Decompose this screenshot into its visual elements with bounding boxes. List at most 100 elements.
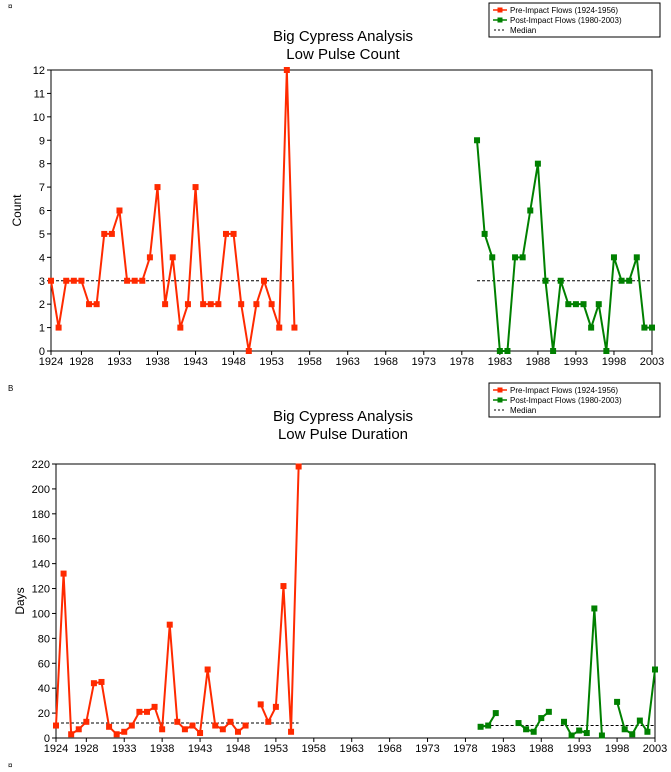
- x-tick-label: 1998: [605, 743, 629, 755]
- x-tick-label: 1933: [107, 356, 131, 368]
- data-point: [291, 324, 298, 331]
- x-tick-label: 2003: [643, 743, 667, 755]
- corner-mark: ¤: [8, 2, 13, 11]
- y-tick-label: 0: [39, 346, 45, 358]
- data-point: [261, 277, 268, 284]
- data-point: [610, 254, 617, 261]
- x-tick-label: 1978: [453, 743, 477, 755]
- data-point: [538, 715, 545, 722]
- y-tick-label: 5: [39, 229, 45, 241]
- x-tick-label: 1948: [221, 356, 245, 368]
- data-point: [542, 277, 549, 284]
- data-point: [280, 583, 287, 590]
- x-tick-label: 1953: [259, 356, 283, 368]
- data-point: [166, 621, 173, 628]
- data-point: [245, 348, 252, 354]
- data-point: [644, 728, 651, 735]
- data-point: [53, 722, 59, 729]
- data-point: [621, 726, 628, 733]
- data-point: [154, 184, 161, 191]
- data-point: [649, 324, 655, 331]
- data-point: [496, 348, 503, 354]
- x-tick-label: 2003: [640, 356, 664, 368]
- data-point: [146, 254, 153, 261]
- data-point: [78, 277, 85, 284]
- data-point: [636, 717, 643, 724]
- x-tick-label: 1928: [74, 743, 98, 755]
- data-point: [572, 301, 579, 308]
- data-point: [474, 137, 481, 144]
- plot-frame: [55, 463, 656, 739]
- y-tick-label: 9: [39, 135, 45, 147]
- series-line-post-impact: [563, 608, 603, 737]
- data-point: [234, 728, 241, 735]
- chart-title: Big Cypress Analysis: [273, 408, 413, 425]
- x-tick-label: 1924: [44, 743, 68, 755]
- data-point: [603, 348, 610, 354]
- x-tick-label: 1978: [450, 356, 474, 368]
- data-point: [128, 722, 135, 729]
- data-point: [131, 277, 138, 284]
- data-point: [652, 666, 658, 673]
- data-point: [238, 301, 245, 308]
- data-point: [253, 301, 260, 308]
- legend-label: Pre-Impact Flows (1924-1956): [510, 6, 618, 15]
- legend-label: Post-Impact Flows (1980-2003): [510, 16, 622, 25]
- data-point: [272, 703, 279, 710]
- y-tick-label: 6: [39, 206, 45, 218]
- data-point: [227, 718, 234, 725]
- data-point: [174, 718, 181, 725]
- data-point: [489, 254, 496, 261]
- chart-subtitle: Low Pulse Duration: [278, 426, 408, 443]
- data-point: [598, 732, 605, 739]
- data-point: [527, 207, 534, 214]
- series-line-pre-impact: [50, 69, 296, 352]
- y-tick-label: 1: [39, 323, 45, 335]
- x-tick-label: 1938: [145, 356, 169, 368]
- data-point: [534, 160, 541, 167]
- x-tick-label: 1973: [412, 356, 436, 368]
- chart-title: Big Cypress Analysis: [273, 28, 413, 45]
- data-point: [283, 67, 290, 73]
- data-point: [561, 718, 568, 725]
- data-point: [162, 301, 169, 308]
- data-point: [588, 324, 595, 331]
- data-point: [177, 324, 184, 331]
- data-point: [181, 726, 188, 733]
- x-tick-label: 1983: [491, 743, 515, 755]
- x-tick-label: 1988: [526, 356, 550, 368]
- y-tick-label: 40: [38, 683, 50, 695]
- data-point: [288, 728, 295, 735]
- data-point: [75, 726, 82, 733]
- data-point: [295, 463, 302, 470]
- y-tick-label: 10: [33, 112, 45, 124]
- data-point: [519, 254, 526, 261]
- data-point: [116, 207, 123, 214]
- chart-panel-low-pulse-count: ¤ Big Cypress Analysis Low Pulse Count Pre-…: [0, 0, 671, 380]
- x-tick-label: 1928: [69, 356, 93, 368]
- data-point: [580, 301, 587, 308]
- y-tick-label: 3: [39, 276, 45, 288]
- x-tick-label: 1958: [297, 356, 321, 368]
- data-point: [230, 230, 237, 237]
- data-point: [106, 723, 113, 730]
- data-point: [139, 277, 146, 284]
- legend-label: Median: [510, 406, 536, 415]
- data-point: [614, 698, 621, 705]
- legend-swatch-marker: [497, 387, 503, 393]
- series-line-post-impact: [476, 140, 652, 352]
- data-point: [550, 348, 557, 354]
- legend-label: Post-Impact Flows (1980-2003): [510, 396, 622, 405]
- legend-box: [488, 2, 661, 38]
- y-tick-label: 20: [38, 708, 50, 720]
- data-point: [276, 324, 283, 331]
- data-point: [86, 301, 93, 308]
- y-tick-label: 120: [32, 584, 50, 596]
- data-point: [60, 570, 67, 577]
- data-point: [268, 301, 275, 308]
- x-tick-label: 1988: [529, 743, 553, 755]
- data-point: [108, 230, 115, 237]
- legend-label: Pre-Impact Flows (1924-1956): [510, 386, 618, 395]
- data-point: [641, 324, 648, 331]
